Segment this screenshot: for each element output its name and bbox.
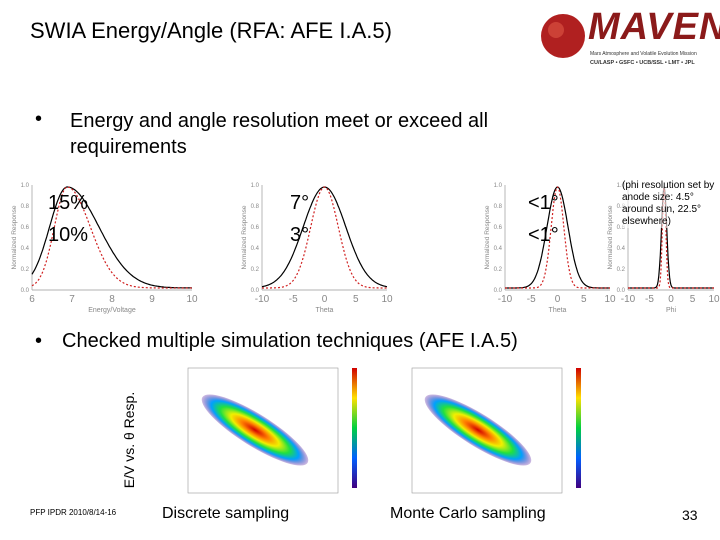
x-tick-label: -10 <box>498 294 513 305</box>
response-curve <box>31 186 193 289</box>
x-tick-label: -5 <box>527 294 536 305</box>
y-axis-label: Normalized Response <box>241 205 248 269</box>
annotation: <1° <box>528 224 559 246</box>
x-tick-label: -5 <box>289 294 298 305</box>
y-tick-label: 0.0 <box>494 288 503 294</box>
annotation: 7° <box>290 192 310 214</box>
y-tick-label: 0.0 <box>251 288 260 294</box>
logo-name: MAVEN <box>588 6 720 48</box>
y-tick-label: 1.0 <box>617 183 626 189</box>
x-axis-label: Theta <box>316 307 334 314</box>
bullet-marker: • <box>35 108 43 130</box>
y-tick-label: 0.2 <box>21 267 30 273</box>
y-tick-label: 0.0 <box>617 288 626 294</box>
y-tick-label: 0.6 <box>494 225 503 231</box>
x-tick-label: -10 <box>621 294 636 305</box>
y-tick-label: 0.4 <box>617 246 626 252</box>
x-tick-label: 5 <box>353 294 359 305</box>
logo-subtitle: Mars Atmosphere and Volatile Evolution M… <box>590 51 697 57</box>
x-tick-label: -5 <box>645 294 654 305</box>
logo-graphic <box>541 14 585 58</box>
annotation: 15% <box>48 192 89 214</box>
y-tick-label: 0.2 <box>251 267 260 273</box>
simulation-left <box>187 367 357 494</box>
annotation: (phi resolution set by anode size: 4.5° … <box>622 180 718 228</box>
annotation: 10% <box>48 224 89 246</box>
y-tick-label: 0.8 <box>251 204 260 210</box>
y-tick-label: 0.4 <box>251 246 260 252</box>
bullet: Checked multiple simulation techniques (… <box>62 330 518 352</box>
y-tick-label: 1.0 <box>494 183 503 189</box>
y-tick-label: 0.8 <box>494 204 503 210</box>
annotation: <1° <box>528 192 559 214</box>
response-curve-dashed <box>262 186 387 289</box>
y-axis-label: Normalized Response <box>607 205 614 269</box>
x-tick-label: 0 <box>322 294 328 305</box>
x-tick-label: 0 <box>668 294 674 305</box>
x-tick-label: 5 <box>690 294 696 305</box>
y-tick-label: 0.8 <box>617 204 626 210</box>
caption: Monte Carlo sampling <box>390 505 546 522</box>
x-axis-label: Theta <box>549 307 567 314</box>
simulation-y-label: E/V vs. θ Resp. <box>121 391 137 489</box>
bullet-marker: • <box>35 330 43 352</box>
x-tick-label: 10 <box>186 294 198 305</box>
y-tick-label: 0.6 <box>21 225 30 231</box>
y-tick-label: 1.0 <box>251 183 260 189</box>
x-tick-label: 8 <box>109 294 115 305</box>
x-tick-label: -10 <box>255 294 270 305</box>
x-tick-label: 0 <box>555 294 561 305</box>
x-tick-label: 7 <box>69 294 75 305</box>
x-axis-label: Energy/Voltage <box>88 307 136 314</box>
x-tick-label: 10 <box>604 294 616 305</box>
simulation-right <box>411 367 581 494</box>
y-tick-label: 0.6 <box>251 225 260 231</box>
x-tick-label: 6 <box>29 294 35 305</box>
logo-partners: CU/LASP • GSFC • UCB/SSL • LMT • JPL <box>590 60 695 66</box>
y-tick-label: 0.2 <box>494 267 503 273</box>
y-tick-label: 0.0 <box>21 288 30 294</box>
annotation: 3° <box>290 224 310 246</box>
response-curve-dashed <box>31 186 192 289</box>
page-number: 33 <box>682 507 698 523</box>
x-tick-label: 10 <box>381 294 393 305</box>
x-tick-label: 9 <box>149 294 155 305</box>
response-curve <box>628 186 714 289</box>
y-axis-label: Normalized Response <box>11 205 18 269</box>
response-curve <box>261 186 388 288</box>
y-tick-label: 0.4 <box>21 246 30 252</box>
caption: Discrete sampling <box>162 505 290 522</box>
x-tick-label: 10 <box>708 294 720 305</box>
x-tick-label: 5 <box>581 294 587 305</box>
x-axis-label: Phi <box>666 307 677 314</box>
response-curve-dashed <box>505 186 610 289</box>
slide-title: SWIA Energy/Angle (RFA: AFE I.A.5) <box>30 18 392 43</box>
bullet: Energy and angle resolution meet or exce… <box>70 110 489 158</box>
footer-source: PFP IPDR 2010/8/14-16 <box>30 508 117 517</box>
y-tick-label: 1.0 <box>21 183 30 189</box>
y-axis-label: Normalized Response <box>484 205 491 269</box>
y-tick-label: 0.8 <box>21 204 30 210</box>
y-tick-label: 0.6 <box>617 225 626 231</box>
y-tick-label: 0.4 <box>494 246 503 252</box>
y-tick-label: 0.2 <box>617 267 626 273</box>
